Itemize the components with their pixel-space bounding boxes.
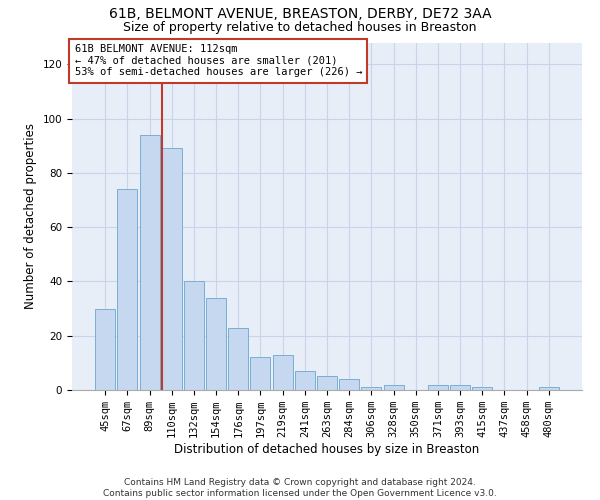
Bar bbox=[339, 379, 359, 390]
Bar bbox=[250, 358, 271, 390]
Bar bbox=[184, 282, 204, 390]
Text: 61B BELMONT AVENUE: 112sqm
← 47% of detached houses are smaller (201)
53% of sem: 61B BELMONT AVENUE: 112sqm ← 47% of deta… bbox=[74, 44, 362, 78]
Bar bbox=[317, 376, 337, 390]
Bar bbox=[450, 384, 470, 390]
Bar bbox=[472, 388, 492, 390]
Bar bbox=[95, 308, 115, 390]
Y-axis label: Number of detached properties: Number of detached properties bbox=[24, 123, 37, 309]
Bar bbox=[162, 148, 182, 390]
Text: Size of property relative to detached houses in Breaston: Size of property relative to detached ho… bbox=[123, 21, 477, 34]
Bar bbox=[539, 388, 559, 390]
Bar bbox=[383, 384, 404, 390]
X-axis label: Distribution of detached houses by size in Breaston: Distribution of detached houses by size … bbox=[175, 443, 479, 456]
Text: Contains HM Land Registry data © Crown copyright and database right 2024.
Contai: Contains HM Land Registry data © Crown c… bbox=[103, 478, 497, 498]
Bar bbox=[140, 135, 160, 390]
Bar bbox=[118, 189, 137, 390]
Bar bbox=[228, 328, 248, 390]
Bar bbox=[295, 371, 315, 390]
Bar bbox=[206, 298, 226, 390]
Bar bbox=[272, 354, 293, 390]
Bar bbox=[361, 388, 382, 390]
Bar bbox=[428, 384, 448, 390]
Text: 61B, BELMONT AVENUE, BREASTON, DERBY, DE72 3AA: 61B, BELMONT AVENUE, BREASTON, DERBY, DE… bbox=[109, 8, 491, 22]
